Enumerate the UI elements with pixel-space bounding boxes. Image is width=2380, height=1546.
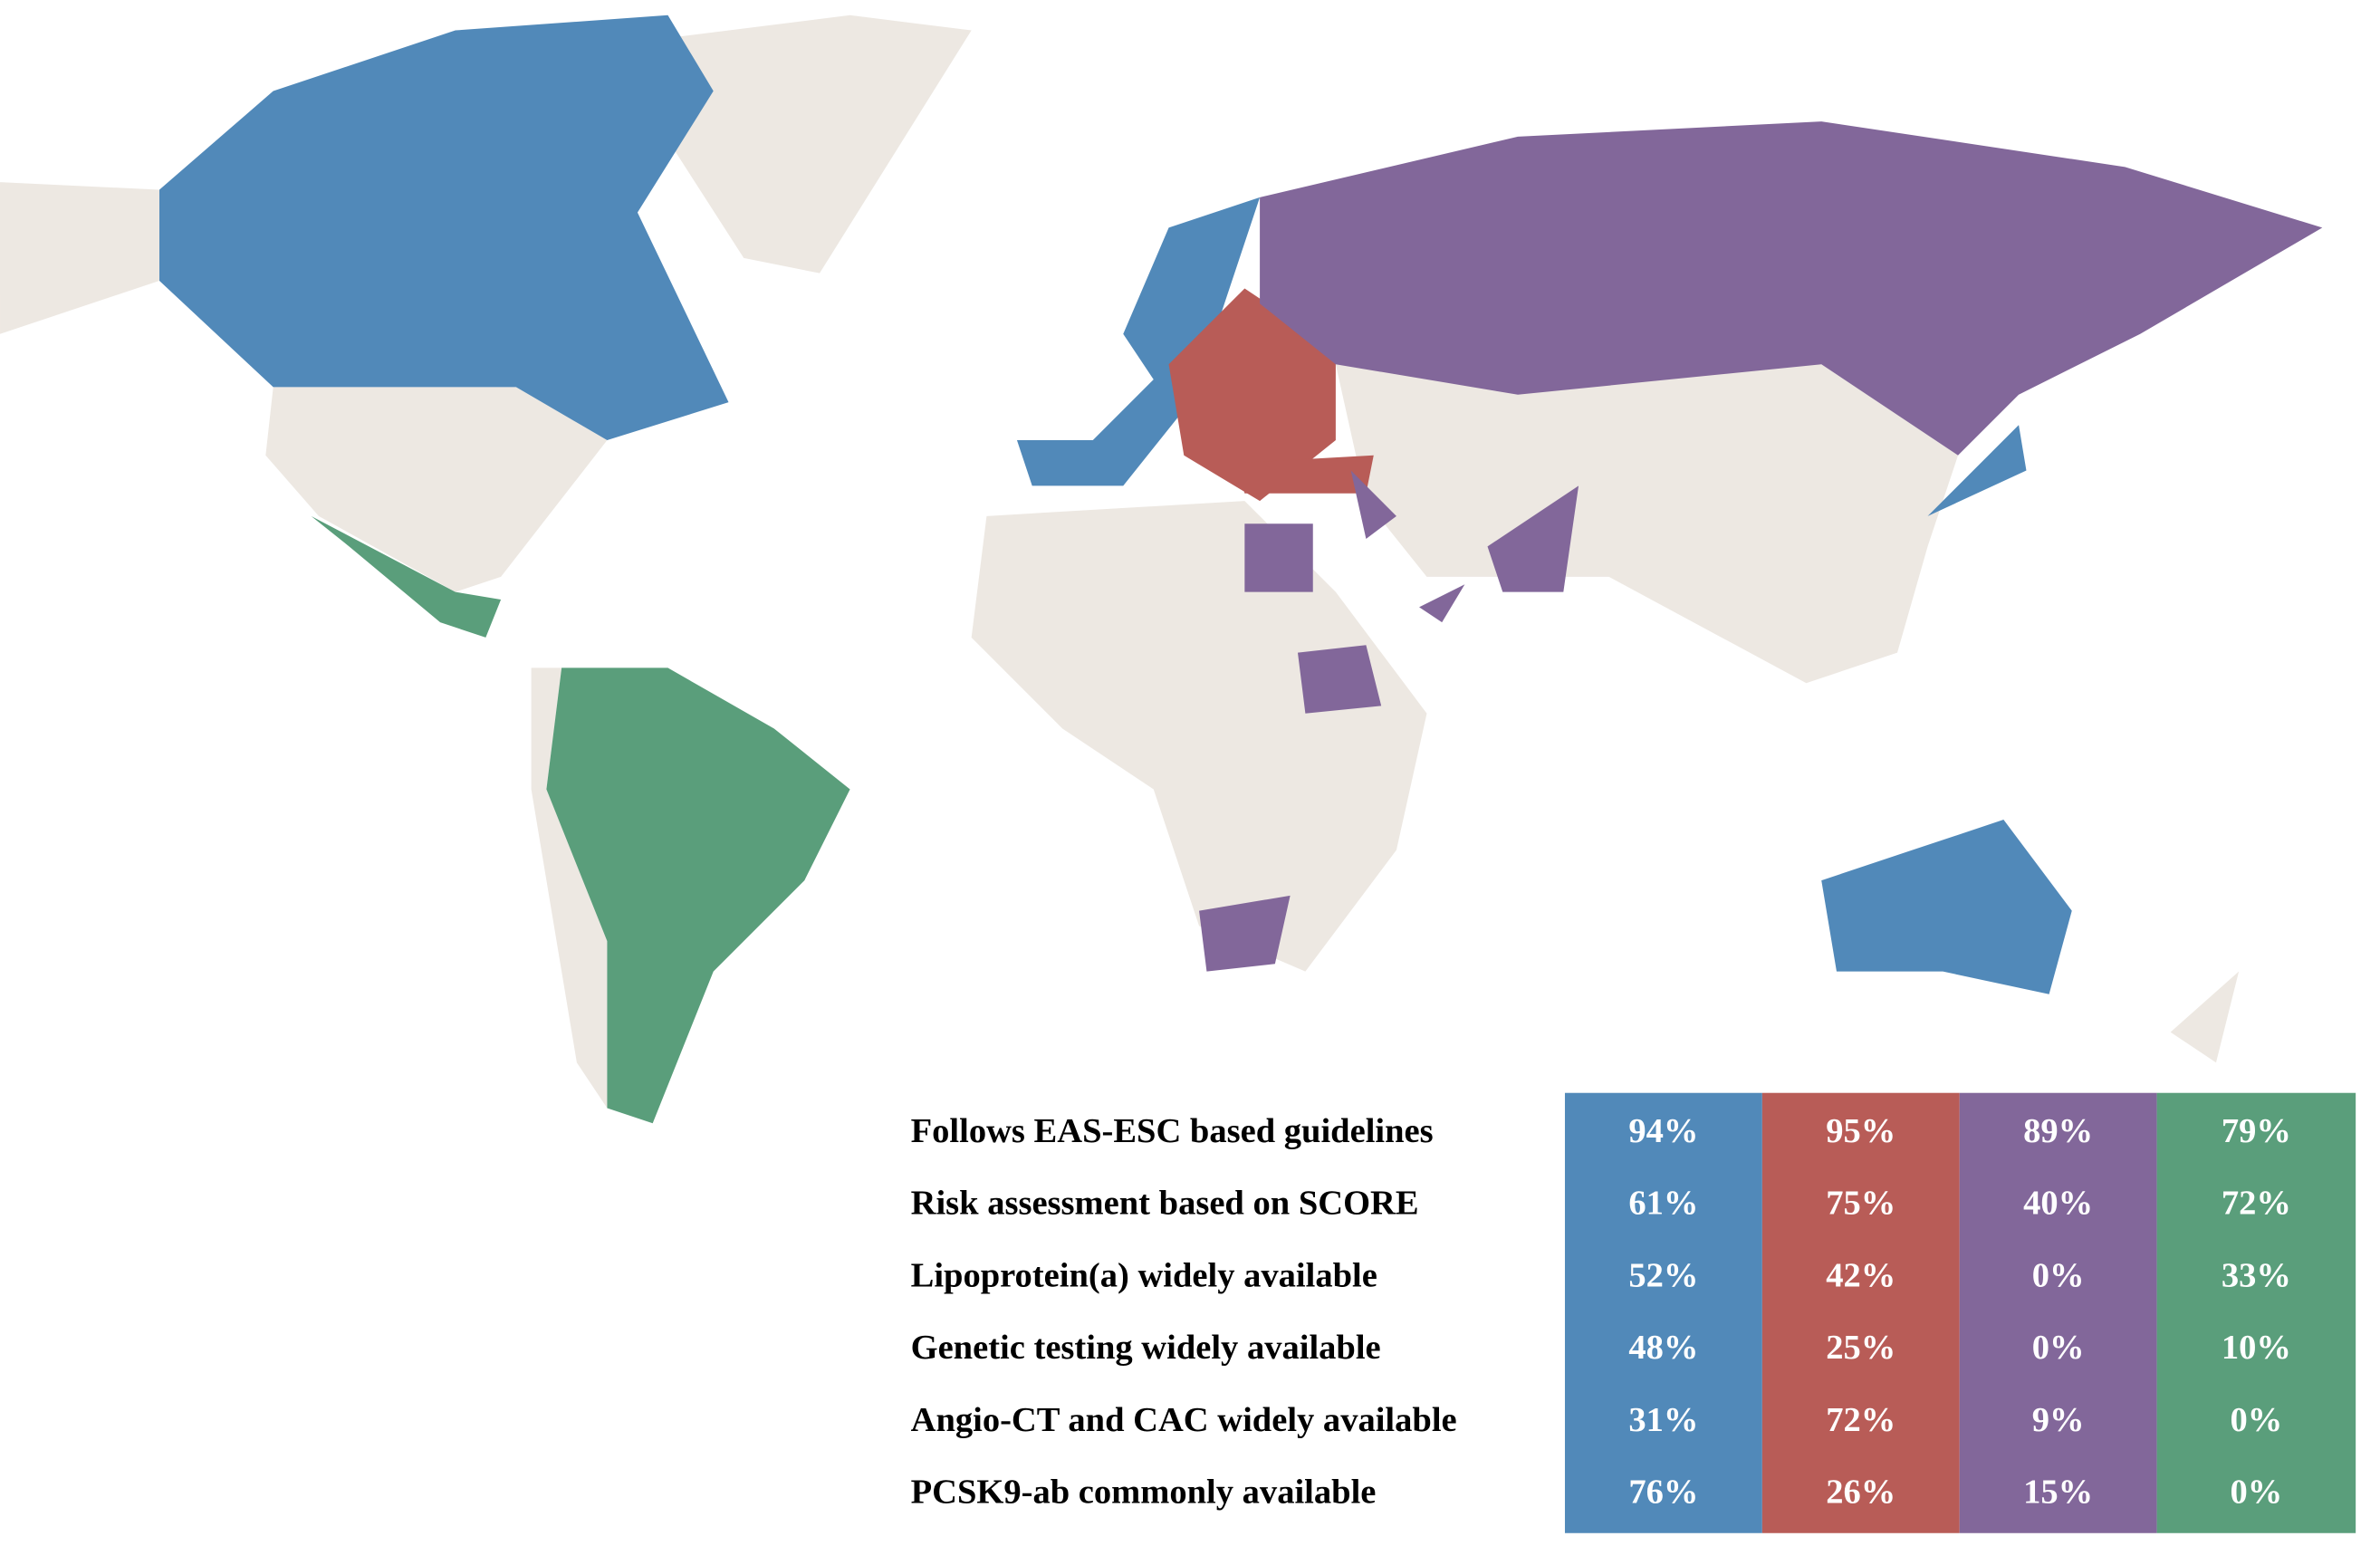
summary-table: Follows EAS-ESC based guidelines 94% 95% 89… (911, 1092, 2356, 1533)
cell-value: 26% (1826, 1474, 1895, 1512)
cell-value: 10% (2222, 1329, 2291, 1367)
world-map (0, 14, 2323, 1124)
south-america (546, 667, 850, 1124)
row-label: Risk assessment based on SCORE (911, 1185, 1419, 1223)
cell-value: 95% (1826, 1112, 1895, 1150)
row-label: Follows EAS-ESC based guidelines (911, 1112, 1434, 1150)
japan (1927, 425, 2027, 516)
cell-value: 25% (1826, 1329, 1895, 1367)
cell-value: 76% (1628, 1474, 1698, 1512)
cell-value: 9% (2032, 1401, 2085, 1439)
usa (265, 387, 608, 592)
cell-value: 40% (2023, 1185, 2093, 1223)
alaska (0, 182, 160, 334)
south-africa (1199, 895, 1291, 972)
south-america-west (531, 667, 608, 1109)
egypt (1244, 523, 1313, 592)
cell-value: 75% (1826, 1185, 1895, 1223)
pakistan (1487, 485, 1579, 592)
cell-value: 42% (1826, 1256, 1895, 1294)
australia (1821, 820, 2072, 994)
canada (159, 14, 729, 441)
cell-value: 89% (2023, 1112, 2093, 1150)
oman (1419, 584, 1465, 623)
row-label: Lipoprotein(a) widely available (911, 1256, 1377, 1294)
iraq (1350, 470, 1396, 539)
cell-value: 48% (1628, 1329, 1698, 1367)
africa (971, 501, 1427, 972)
western-europe (1016, 197, 1261, 486)
central-europe (1168, 288, 1336, 502)
cell-value: 61% (1628, 1185, 1698, 1223)
russia (1260, 121, 2323, 456)
cell-value: 31% (1628, 1401, 1698, 1439)
cell-value: 72% (2222, 1185, 2291, 1223)
cell-value: 94% (1628, 1112, 1698, 1150)
cell-value: 72% (1826, 1401, 1895, 1439)
row-label: PCSK9-ab commonly available (911, 1474, 1377, 1512)
cell-value: 0% (2230, 1401, 2282, 1439)
cell-value: 15% (2023, 1474, 2093, 1512)
mexico (311, 515, 502, 638)
cell-value: 0% (2032, 1256, 2085, 1294)
turkey (1236, 455, 1374, 494)
cell-value: 52% (1628, 1256, 1698, 1294)
cell-value: 79% (2222, 1112, 2291, 1150)
row-label: Angio-CT and CAC widely available (911, 1401, 1457, 1439)
cell-value: 0% (2032, 1329, 2085, 1367)
row-label: Genetic testing widely available (911, 1329, 1381, 1367)
column-bg (1959, 1092, 2157, 1533)
column-bg (2156, 1092, 2356, 1533)
cell-value: 0% (2230, 1474, 2282, 1512)
ethiopia (1297, 645, 1382, 714)
column-bg (1761, 1092, 1960, 1533)
asia (1335, 364, 1959, 684)
new-zealand (2170, 971, 2240, 1063)
column-bg (1564, 1092, 1762, 1533)
cell-value: 33% (2222, 1256, 2291, 1294)
